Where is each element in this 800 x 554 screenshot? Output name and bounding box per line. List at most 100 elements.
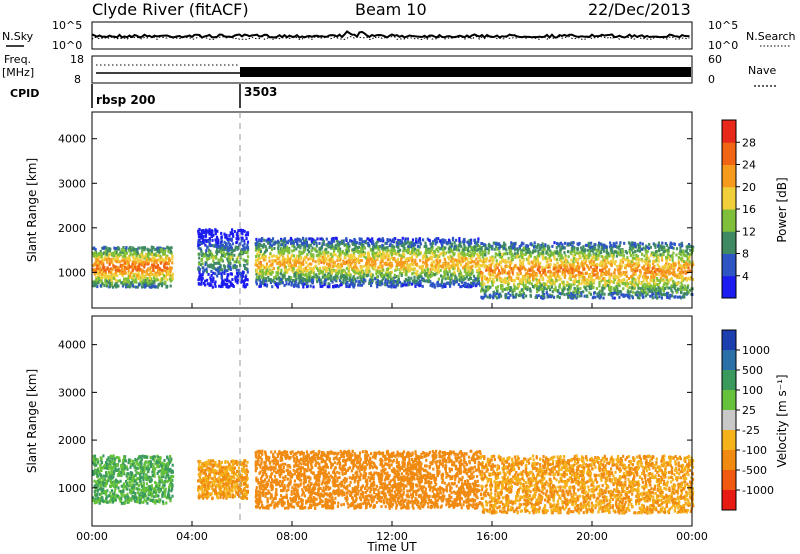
data-cell — [265, 262, 269, 266]
data-cell — [410, 255, 413, 259]
data-cell — [107, 271, 111, 275]
data-cell — [327, 272, 330, 276]
data-cell — [320, 281, 323, 285]
data-cell — [214, 254, 218, 258]
data-cell — [255, 270, 258, 274]
data-cell — [434, 269, 437, 273]
data-cell — [306, 276, 309, 280]
data-cell — [279, 249, 283, 253]
data-cell — [273, 247, 276, 250]
data-cell — [92, 284, 95, 288]
data-cell — [454, 247, 457, 251]
data-cell — [388, 280, 391, 284]
data-cell — [300, 261, 303, 265]
data-cell — [608, 276, 611, 280]
data-cell — [400, 244, 403, 248]
data-cell — [115, 247, 118, 250]
data-cell — [463, 259, 466, 263]
data-cell — [429, 280, 432, 284]
data-cell — [661, 269, 664, 273]
data-cell — [270, 244, 273, 248]
data-cell — [492, 290, 495, 294]
data-cell — [360, 237, 363, 241]
data-cell — [274, 259, 277, 263]
data-cell — [422, 238, 425, 242]
data-cell — [581, 274, 584, 278]
data-cell — [121, 282, 125, 286]
data-cell — [686, 247, 689, 251]
data-cell — [572, 260, 575, 264]
data-cell — [556, 273, 560, 277]
data-cell — [346, 247, 349, 251]
data-cell — [205, 257, 208, 261]
data-cell — [98, 280, 101, 284]
data-cell — [558, 269, 561, 273]
data-cell — [522, 242, 525, 246]
data-cell — [135, 285, 138, 289]
data-cell — [169, 247, 172, 251]
data-cell — [149, 270, 152, 274]
data-cell — [658, 295, 661, 299]
data-cell — [551, 290, 554, 294]
data-cell — [556, 261, 559, 265]
data-cell — [131, 248, 134, 252]
data-cell — [327, 274, 330, 278]
data-cell — [458, 244, 461, 248]
data-cell — [143, 260, 146, 264]
data-cell — [278, 263, 281, 267]
data-cell — [662, 250, 665, 254]
data-cell — [590, 286, 593, 290]
data-cell — [345, 238, 348, 241]
data-cell — [318, 258, 321, 262]
data-cell — [126, 282, 129, 286]
data-cell — [122, 246, 125, 249]
data-cell — [572, 296, 575, 300]
data-cell — [456, 264, 459, 268]
data-cell — [243, 285, 246, 289]
data-cell — [163, 276, 166, 280]
data-cell — [485, 268, 488, 272]
data-cell — [345, 260, 348, 264]
data-cell — [437, 246, 440, 250]
cpid-segment-2: 3503 — [244, 85, 277, 99]
data-cell — [334, 278, 337, 282]
data-cell — [376, 245, 379, 249]
data-cell — [150, 277, 153, 281]
data-cell — [603, 292, 606, 296]
data-cell — [669, 263, 672, 267]
data-cell — [270, 272, 273, 276]
data-cell — [355, 269, 358, 273]
data-cell — [345, 284, 348, 288]
data-cell — [596, 271, 599, 275]
data-cell — [563, 270, 566, 274]
data-cell — [204, 238, 207, 242]
data-cell — [103, 246, 106, 250]
data-cell — [434, 242, 437, 246]
data-cell — [321, 238, 324, 242]
data-cell — [421, 271, 424, 275]
data-cell — [374, 244, 378, 248]
data-cell — [452, 273, 455, 277]
data-cell — [110, 253, 114, 257]
data-cell — [321, 242, 324, 246]
data-cell — [612, 244, 615, 248]
data-cell — [352, 251, 355, 255]
data-cell — [234, 279, 237, 283]
data-cell — [226, 269, 229, 272]
data-cell — [108, 252, 111, 256]
data-cell — [467, 249, 470, 253]
data-cell — [105, 252, 108, 256]
data-cell — [687, 284, 690, 288]
data-cell — [370, 241, 374, 245]
data-cell — [372, 242, 375, 246]
data-cell — [607, 292, 610, 296]
data-cell — [210, 232, 213, 236]
data-cell — [667, 248, 670, 252]
data-cell — [662, 293, 665, 296]
data-cell — [583, 285, 586, 289]
data-cell — [392, 252, 396, 255]
data-cell — [437, 237, 440, 241]
data-cell — [651, 290, 654, 294]
data-cell — [120, 269, 123, 273]
data-cell — [648, 259, 651, 263]
